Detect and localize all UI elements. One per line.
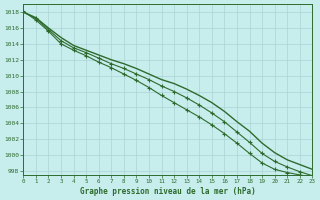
X-axis label: Graphe pression niveau de la mer (hPa): Graphe pression niveau de la mer (hPa) (80, 187, 256, 196)
